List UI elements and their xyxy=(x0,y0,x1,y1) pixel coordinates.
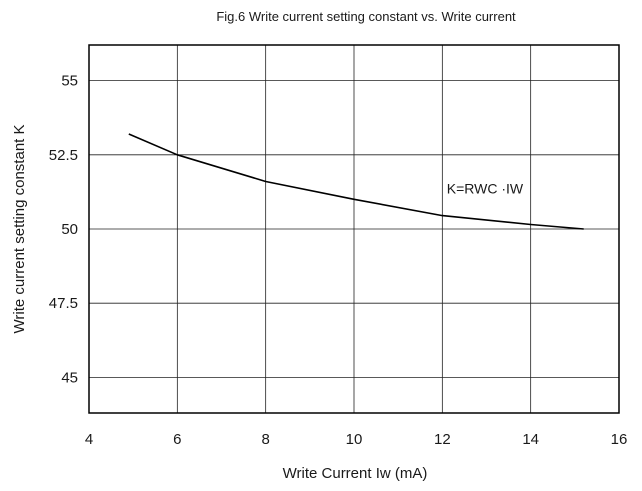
chart-title: Fig.6 Write current setting constant vs.… xyxy=(216,9,516,24)
axis-ticks: 4 6 8 10 12 14 16 45 47.5 50 52.5 55 xyxy=(49,73,628,448)
x-tick-label: 8 xyxy=(261,431,269,448)
formula-annotation: K=RWC ·IW xyxy=(447,180,524,196)
x-tick-label: 10 xyxy=(346,431,363,448)
plot-frame xyxy=(88,44,620,414)
y-tick-label: 47.5 xyxy=(49,295,78,312)
series-line xyxy=(128,133,584,230)
x-tick-label: 12 xyxy=(434,431,451,448)
y-axis-label: Write current setting constant K xyxy=(11,125,28,334)
x-axis-label: Write Current Iw (mA) xyxy=(283,465,428,482)
series-layer xyxy=(128,133,584,230)
y-tick-label: 50 xyxy=(61,221,78,238)
x-tick-label: 14 xyxy=(522,431,539,448)
annotation-layer: K=RWC ·IW xyxy=(447,180,524,196)
x-tick-label: 4 xyxy=(85,431,93,448)
x-tick-label: 6 xyxy=(173,431,181,448)
y-tick-label: 52.5 xyxy=(49,147,78,164)
x-tick-label: 16 xyxy=(611,431,628,448)
grid xyxy=(89,45,619,413)
y-tick-label: 45 xyxy=(61,369,78,386)
y-tick-label: 55 xyxy=(61,73,78,90)
